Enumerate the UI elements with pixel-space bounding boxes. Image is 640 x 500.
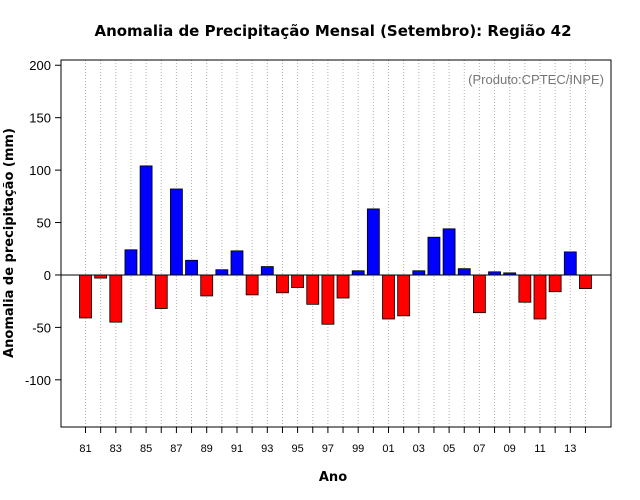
x-axis: 81 83 85 87 89 91 93 95 97 99 01 03 05 07 09 11 13 (79, 427, 586, 455)
y-tick-label: 200 (29, 58, 51, 73)
bar-98 (336, 274, 350, 299)
chart-title: Anomalia de Precipitação Mensal (Setembr… (94, 22, 571, 40)
bar-02 (397, 274, 411, 317)
y-tick-label: 150 (29, 111, 51, 126)
x-tick-label: 81 (79, 443, 91, 455)
x-tick-label: 99 (352, 443, 364, 455)
bar-92 (245, 274, 259, 296)
x-tick-label: 97 (322, 443, 334, 455)
bar-07 (472, 274, 486, 314)
bar-14 (579, 274, 592, 289)
y-tick-label: 50 (37, 216, 51, 231)
x-axis-label: Ano (319, 470, 347, 485)
bar-04 (427, 236, 441, 276)
bar-11 (533, 274, 547, 320)
bar-06 (457, 268, 471, 276)
grid-lines (85, 60, 586, 427)
bar-87 (169, 188, 183, 276)
x-tick-label: 87 (170, 443, 182, 455)
x-tick-label: 91 (231, 443, 243, 455)
x-tick-label: 01 (382, 443, 394, 455)
source-annotation: (Produto:CPTEC/INPE) (468, 72, 604, 87)
x-tick-label: 09 (504, 443, 516, 455)
bar-13 (563, 251, 577, 276)
y-tick-label: -100 (25, 373, 51, 388)
plot-frame (60, 59, 612, 428)
bar-99 (351, 270, 365, 276)
x-tick-label: 83 (110, 443, 122, 455)
x-tick-label: 85 (140, 443, 152, 455)
x-tick-label: 03 (413, 443, 425, 455)
bar-01 (382, 274, 395, 320)
x-tick-label: 89 (201, 443, 213, 455)
bar-00 (366, 208, 380, 276)
bar-89 (200, 274, 214, 297)
y-axis: -100 -50 0 50 100 150 200 (25, 58, 61, 388)
bar-12 (548, 274, 562, 293)
x-tick-label: 11 (534, 443, 545, 455)
x-tick-label: 93 (261, 443, 273, 455)
bar-91 (230, 250, 244, 276)
bar-93 (260, 266, 274, 276)
bar-84 (124, 249, 138, 276)
y-axis-label: Anomalia de precipitação (mm) (2, 128, 17, 358)
bar-81 (79, 274, 92, 319)
y-tick-label: 0 (44, 268, 51, 283)
bar-86 (154, 274, 168, 309)
y-tick-label: 100 (29, 163, 51, 178)
bar-95 (291, 274, 305, 288)
bar-85 (139, 165, 153, 276)
bar-94 (276, 274, 289, 294)
x-tick-label: 95 (291, 443, 303, 455)
bar-97 (321, 274, 335, 325)
bar-03 (412, 270, 426, 276)
bar-96 (306, 274, 320, 305)
y-tick-label: -50 (32, 320, 51, 335)
bar-88 (185, 259, 198, 276)
x-tick-label: 07 (473, 443, 485, 455)
bar-83 (109, 274, 123, 323)
bar-10 (518, 274, 532, 303)
x-tick-label: 05 (443, 443, 455, 455)
bar-90 (215, 269, 229, 276)
bar-05 (442, 228, 456, 276)
bars (79, 165, 592, 325)
x-tick-label: 13 (564, 443, 576, 455)
